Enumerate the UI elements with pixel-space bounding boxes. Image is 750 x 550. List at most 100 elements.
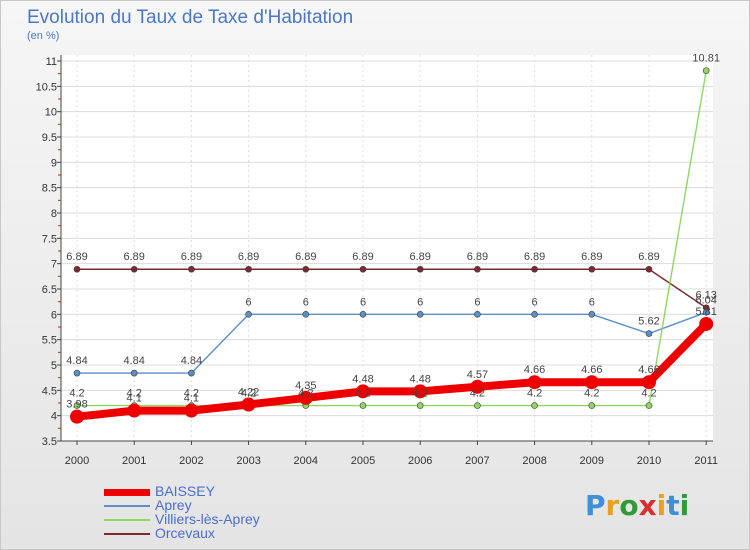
data-point (588, 311, 596, 318)
data-point (413, 384, 428, 399)
logo-letter: i (679, 489, 690, 522)
data-point (302, 311, 310, 318)
y-tick-label: 5.5 (42, 335, 57, 347)
data-point (73, 265, 81, 273)
legend-label-aprey: Aprey (155, 497, 192, 513)
data-label: 6.04 (695, 294, 716, 306)
data-label: 4.84 (123, 355, 144, 367)
data-point (70, 409, 84, 424)
x-tick-label: 2002 (179, 455, 203, 467)
data-label: 6.89 (638, 251, 659, 263)
data-label: 4.2 (69, 388, 84, 400)
data-point (245, 265, 252, 273)
y-tick-label: 9.5 (42, 132, 57, 144)
data-point (356, 384, 370, 399)
y-tick-label: 8.5 (42, 183, 57, 195)
data-label: 6 (474, 296, 480, 308)
data-label: 6.89 (581, 251, 602, 263)
logo-letter: t (666, 489, 680, 522)
x-tick-label: 2005 (351, 455, 375, 467)
x-tick-label: 2007 (465, 455, 489, 467)
y-tick-label: 11 (46, 56, 57, 68)
data-point (127, 403, 142, 418)
x-tick-label: 2000 (65, 455, 89, 467)
data-label: 6 (246, 296, 252, 308)
data-point (702, 309, 710, 316)
data-label: 4.2 (241, 388, 256, 400)
y-tick-label: 9 (51, 157, 57, 169)
data-point (130, 265, 138, 273)
data-point (474, 402, 481, 409)
data-label: 6.89 (524, 251, 545, 263)
data-label: 4.2 (355, 388, 370, 400)
data-point (531, 402, 538, 409)
x-tick-label: 2001 (122, 455, 146, 467)
data-point (302, 265, 310, 273)
data-label: 4.57 (467, 369, 488, 381)
data-label: 5.81 (695, 306, 716, 318)
x-tick-label: 2010 (637, 455, 661, 467)
proxiti-logo: Proxiti (585, 489, 689, 522)
y-tick-label: 7.5 (42, 233, 57, 245)
data-label: 10.81 (692, 53, 720, 65)
data-label: 4.84 (181, 355, 202, 367)
data-point (531, 265, 538, 273)
y-tick-label: 3.5 (42, 436, 57, 448)
data-label: 4.2 (298, 388, 313, 400)
data-point (584, 375, 599, 390)
data-label: 3.98 (66, 399, 87, 411)
x-tick-label: 2004 (294, 455, 318, 467)
data-point (699, 316, 714, 331)
series-line-villiers-l-s-aprey (76, 69, 707, 407)
legend-label-baissey: BAISSEY (155, 483, 215, 499)
chart-title: Evolution du Taux de Taxe d'Habitation (27, 7, 354, 28)
data-point (416, 311, 424, 318)
chart-unit-label: (en %) (27, 30, 60, 42)
data-point (188, 265, 195, 273)
y-tick-label: 10 (45, 107, 57, 119)
data-label: 4.48 (409, 373, 430, 385)
legend-swatch-baissey (104, 489, 150, 496)
data-point (702, 67, 710, 74)
data-label: 6 (360, 296, 366, 308)
data-label: 6.89 (295, 251, 316, 263)
logo-letter: P (585, 489, 606, 522)
data-point (130, 369, 138, 377)
data-point (73, 402, 81, 409)
data-label: 4.2 (584, 388, 599, 400)
data-point (298, 390, 313, 405)
data-point (416, 402, 424, 409)
legend-label-villiers-les-aprey: Villiers-lès-Aprey (155, 511, 260, 527)
logo-letter: i (656, 489, 667, 522)
data-label: 4.2 (413, 388, 428, 400)
data-label: 5.62 (638, 316, 659, 328)
data-point (588, 265, 596, 273)
data-point (474, 265, 481, 273)
data-point (642, 375, 656, 390)
data-label: 6 (532, 296, 538, 308)
x-tick-label: 2003 (236, 455, 260, 467)
x-tick-label: 2006 (408, 455, 432, 467)
data-label: 4.1 (184, 393, 199, 405)
data-point (527, 375, 542, 390)
data-label: 6.13 (695, 290, 716, 302)
legend-swatch-aprey (104, 505, 150, 507)
data-label: 4.48 (352, 373, 373, 385)
data-label: 4.2 (641, 388, 656, 400)
data-label: 6 (303, 296, 309, 308)
data-point (359, 265, 367, 273)
data-point (188, 369, 195, 377)
data-label: 6.89 (467, 251, 488, 263)
data-label: 4.2 (470, 388, 485, 400)
series-line-aprey (76, 311, 707, 374)
x-tick-label: 2011 (694, 455, 718, 467)
data-point (73, 369, 81, 377)
data-point (645, 330, 653, 337)
data-point (474, 311, 481, 318)
data-label: 4.2 (127, 388, 142, 400)
logo-letter: x (638, 489, 657, 522)
data-point (359, 402, 367, 409)
data-point (241, 397, 256, 412)
legend-swatch-villiers-les-aprey (104, 519, 150, 521)
